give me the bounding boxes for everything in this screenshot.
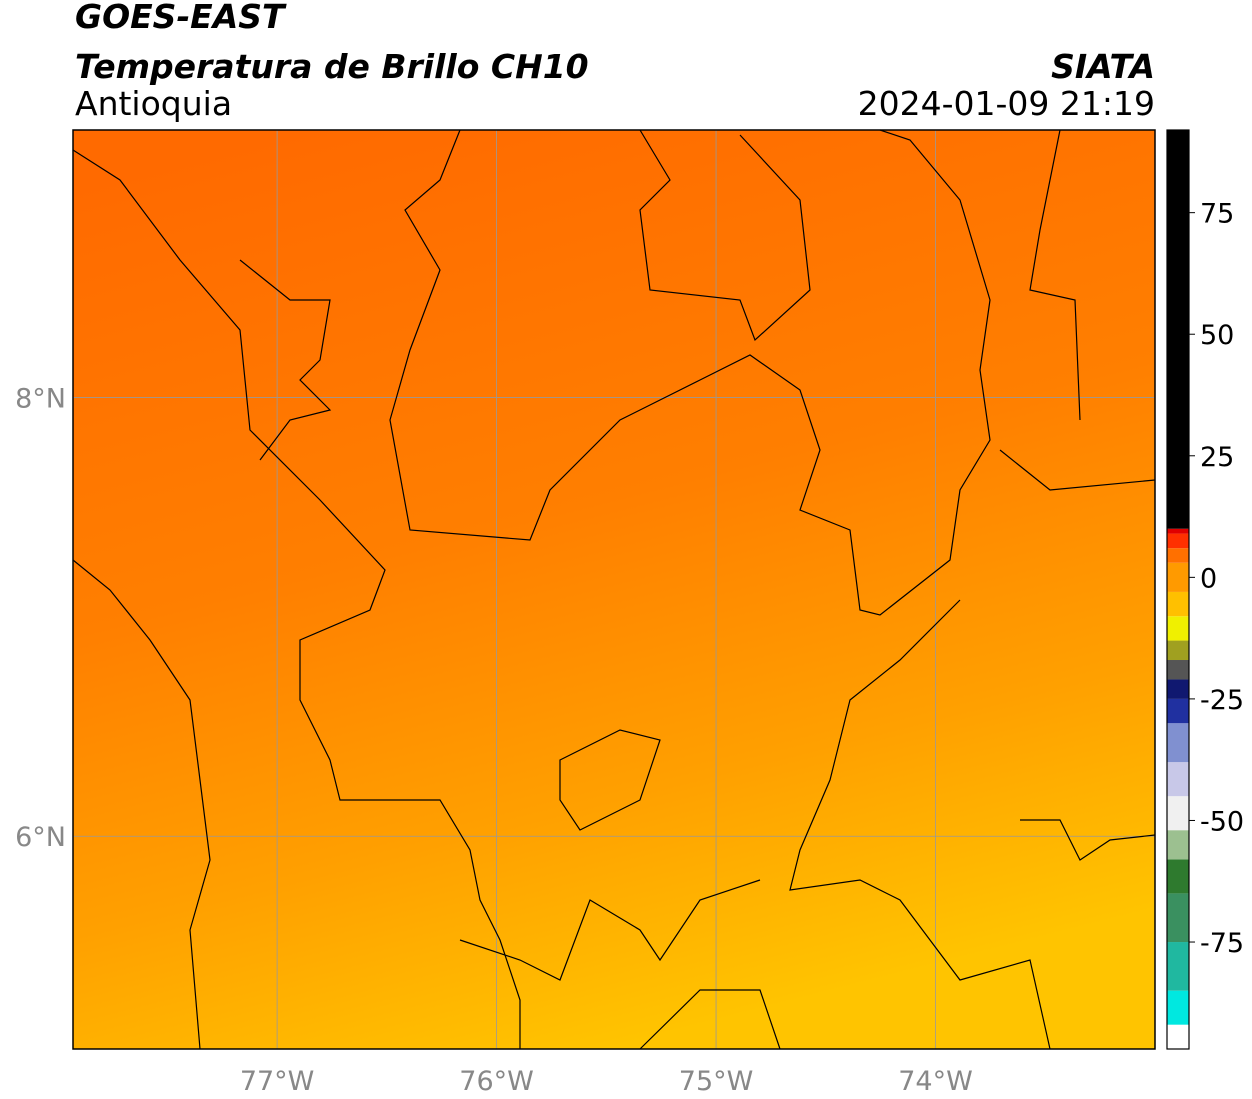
- colorbar-segment: [1167, 616, 1189, 641]
- colorbar-segment: [1167, 660, 1189, 680]
- region: Antioquia: [75, 84, 232, 123]
- colorbar-segment: [1167, 679, 1189, 699]
- colorbar-segment: [1167, 830, 1189, 860]
- colorbar-tick-label: 0: [1200, 563, 1217, 594]
- colorbar-segment: [1167, 548, 1189, 563]
- colorbar-segment: [1167, 723, 1189, 763]
- colorbar-segment: [1167, 528, 1189, 534]
- x-tick-label: 75°W: [679, 1066, 754, 1097]
- colorbar-tick-label: 75: [1200, 199, 1234, 230]
- colorbar-segment: [1167, 640, 1189, 661]
- timestamp: 2024-01-09 21:19: [858, 84, 1155, 123]
- colorbar-tick-label: -25: [1200, 685, 1244, 716]
- colorbar-segment: [1167, 562, 1189, 592]
- colorbar-tick-label: 50: [1200, 320, 1234, 351]
- colorbar-tick-label: -75: [1200, 928, 1244, 959]
- colorbar-tick-label: -50: [1200, 806, 1244, 837]
- source: SIATA: [1051, 47, 1155, 86]
- x-tick-label: 76°W: [459, 1066, 534, 1097]
- borders: [72, 129, 1156, 1050]
- colorbar-segment: [1167, 942, 1189, 991]
- temperature-field: [73, 130, 1155, 1049]
- colorbar-segment: [1167, 796, 1189, 831]
- x-tick-label: 77°W: [240, 1066, 315, 1097]
- colorbar-segment: [1167, 591, 1189, 617]
- subtitle: Temperatura de Brillo CH10: [75, 47, 589, 86]
- colorbar-segment: [1167, 1024, 1189, 1049]
- map-frame: [72, 129, 1156, 1050]
- y-tick-label: 6°N: [15, 822, 66, 853]
- y-tick-label: 8°N: [15, 384, 66, 415]
- x-tick-label: 74°W: [898, 1066, 973, 1097]
- colorbar-frame: [1166, 129, 1190, 1050]
- colorbar-segment: [1167, 893, 1189, 943]
- colorbar-tick-label: 25: [1200, 442, 1234, 473]
- colorbar-segment: [1167, 859, 1189, 894]
- colorbar-segment: [1167, 762, 1189, 797]
- colorbar-segment: [1167, 533, 1189, 549]
- colorbar-segment: [1167, 698, 1189, 724]
- colorbar-segment: [1167, 990, 1189, 1025]
- colorbar-segment: [1167, 130, 1189, 529]
- title: GOES-EAST: [75, 0, 287, 36]
